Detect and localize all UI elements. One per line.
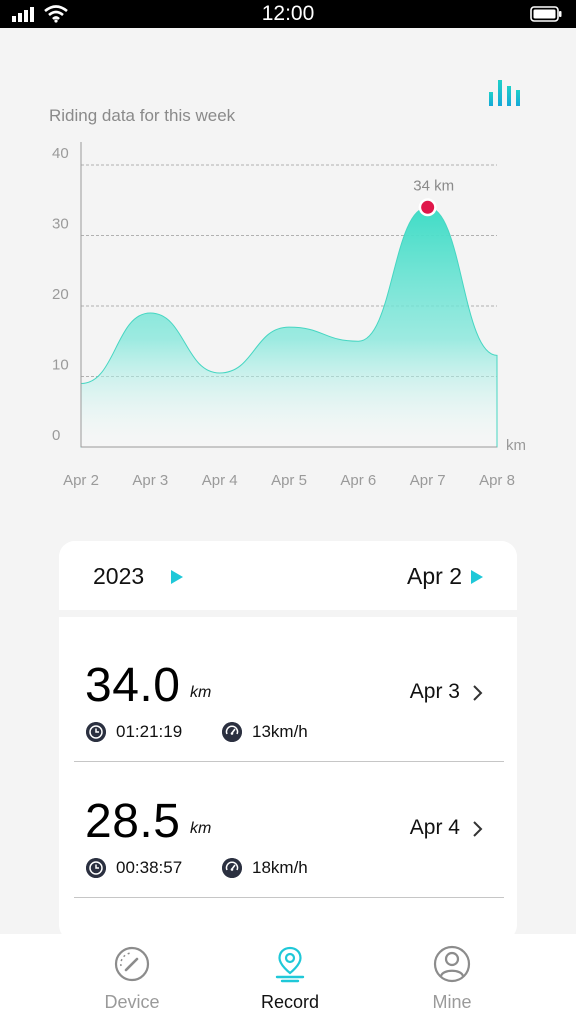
map-pin-icon [275,946,305,983]
record-unit: km [190,684,212,701]
record-unit: km [190,820,212,837]
battery-icon [530,6,562,22]
duration-stat: 00:38:57 [86,858,182,878]
record-distance: 34.0 [85,659,181,712]
speed-icon [222,722,242,742]
date-value: Apr 2 [407,563,462,589]
record-item[interactable]: 28.5 km Apr 4 00:38:57 18km/h [74,762,504,898]
tab-device[interactable]: Device [36,934,228,1024]
tab-mine-label: Mine [432,992,472,1012]
user-icon [433,945,471,983]
date-selector[interactable]: Apr 2 [407,563,483,590]
record-divider [74,897,504,898]
duration-stat: 01:21:19 [86,722,182,742]
clock-icon [86,858,106,878]
speed-value: 18km/h [252,858,308,877]
y-tick-label: 30 [52,216,69,233]
chevron-right-icon [473,821,483,837]
speed-stat: 18km/h [222,858,308,878]
tab-record-label: Record [260,992,320,1012]
tab-record[interactable]: Record [194,934,386,1024]
status-time: 12:00 [261,2,315,25]
status-bar: 12:00 [0,0,576,28]
y-tick-label: 20 [52,286,69,303]
tab-mine[interactable]: Mine [356,934,548,1024]
year-value: 2023 [93,563,145,589]
bottom-tab-bar: Device Record Mine [0,934,576,1024]
records-card: 2023 Apr 2 34.0 km Apr 3 01:21:19 [59,541,517,941]
peak-marker [421,200,435,214]
x-tick-label: Apr 6 [340,472,376,489]
tab-device-label: Device [104,992,160,1012]
signal-icon [12,7,34,22]
record-distance: 28.5 [85,795,181,848]
year-selector[interactable]: 2023 [93,563,184,590]
speed-icon [222,858,242,878]
unit-label: km [506,437,526,454]
y-tick-label: 0 [52,427,60,444]
x-tick-label: Apr 4 [202,472,238,489]
peak-label: 34 km [413,177,454,194]
record-divider [74,761,504,762]
record-item[interactable]: 34.0 km Apr 3 01:21:19 13km/h [74,626,504,762]
speed-stat: 13km/h [222,722,308,742]
triangle-right-icon [471,569,483,584]
x-tick-label: Apr 5 [271,472,307,489]
bar-chart-icon[interactable] [486,76,526,108]
speed-value: 13km/h [252,722,308,741]
x-tick-label: Apr 2 [63,472,99,489]
record-date: Apr 4 [409,816,460,839]
clock-icon [86,722,106,742]
riding-area-chart: 0 10 20 30 40 km Apr 2 Apr 3 Apr 4 Apr 5 Apr 6 Apr … [52,142,526,489]
speedometer-icon [114,946,150,982]
wifi-icon [44,5,68,23]
duration-value: 00:38:57 [116,858,183,877]
duration-value: 01:21:19 [116,722,183,741]
records-header: 2023 Apr 2 [59,541,517,610]
triangle-right-icon [171,569,184,584]
x-tick-label: Apr 7 [410,472,446,489]
chart-title: Riding data for this week [49,106,236,125]
record-date: Apr 3 [409,680,460,703]
x-tick-label: Apr 3 [132,472,168,489]
y-tick-label: 40 [52,145,69,162]
y-tick-label: 10 [52,357,69,374]
area-series [80,206,498,448]
chevron-right-icon [473,685,483,701]
x-tick-label: Apr 8 [479,472,515,489]
header-separator [59,610,517,617]
